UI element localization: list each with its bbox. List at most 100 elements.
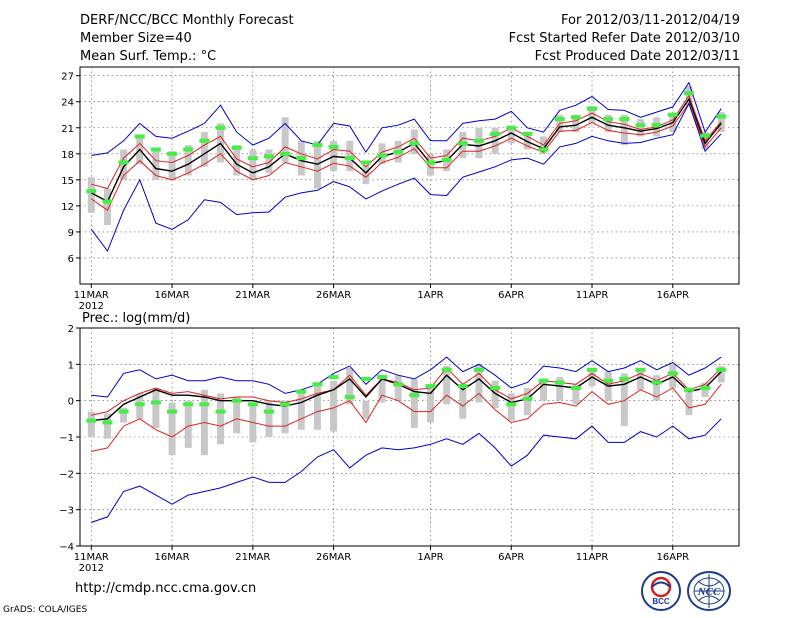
prec-median-marker <box>312 382 323 387</box>
member-size-label: Member Size=40 <box>80 31 192 46</box>
prec-member-range-bar <box>620 373 628 427</box>
prec-member-range-bar <box>394 375 402 401</box>
temp-member-range-bar <box>87 177 95 213</box>
temp-median-marker <box>167 151 178 156</box>
temp-series-spread_lower <box>91 102 722 211</box>
temp-median-marker <box>457 141 468 146</box>
temp-member-range-bar <box>636 119 644 137</box>
prec-median-marker <box>360 376 371 381</box>
source-url: http://cmdp.ncc.cma.gov.cn <box>75 581 257 596</box>
temp-median-marker <box>393 150 404 155</box>
prec-member-range-bar <box>152 387 160 428</box>
prec-median-marker <box>183 402 194 407</box>
prec-ytick-label: −3 <box>59 506 74 517</box>
temp-median-marker <box>570 115 581 120</box>
temp-member-range-bar <box>572 114 580 133</box>
grads-credit: GrADS: COLA/IGES <box>3 605 88 615</box>
temp-member-range-bar <box>362 165 370 185</box>
prec-median-marker <box>716 367 727 372</box>
prec-member-range-bar <box>184 400 192 448</box>
prec-median-marker <box>328 375 339 380</box>
variable-label: Mean Surf. Temp.: °C <box>80 49 217 64</box>
temp-member-range-bar <box>507 126 515 144</box>
prec-xtick-label: 11APR <box>576 552 609 563</box>
forecast-produced-label: Fcst Produced Date 2012/03/11 <box>534 49 740 64</box>
temp-median-marker <box>360 160 371 165</box>
prec-xtick-label: 16MAR <box>154 552 189 563</box>
prec-member-range-bar <box>265 400 273 437</box>
temp-median-marker <box>425 160 436 165</box>
temp-series-min <box>90 102 722 253</box>
temp-median-marker <box>683 91 694 96</box>
prec-series-mean <box>91 371 722 422</box>
prec-xtick-label: 1APR <box>417 552 443 563</box>
prec-member-range-bar <box>330 380 338 432</box>
prec-median-marker <box>554 380 565 385</box>
prec-member-range-bar <box>459 386 467 419</box>
prec-member-range-bar <box>120 407 128 423</box>
temp-median-marker <box>312 143 323 148</box>
prec-member-range-bar <box>217 393 225 445</box>
temp-xtick-label: 16APR <box>657 290 690 301</box>
prec-median-marker <box>134 402 145 407</box>
temp-median-marker <box>247 156 258 161</box>
prec-xtick-label: 21MAR <box>235 552 270 563</box>
temp-plot-frame <box>79 66 740 285</box>
prec-series-spread_upper <box>91 367 722 416</box>
temp-ytick-label: 18 <box>61 150 74 161</box>
prec-median-marker <box>118 409 129 414</box>
prec-median-marker <box>457 384 468 389</box>
prec-ytick-label: 1 <box>68 360 74 371</box>
prec-median-marker <box>86 418 97 423</box>
prec-median-marker <box>344 395 355 400</box>
bcc-logo-text: BCC <box>652 597 670 606</box>
temp-median-marker <box>635 123 646 128</box>
temp-median-marker <box>344 156 355 161</box>
temp-xtick-label: 1APR <box>417 290 443 301</box>
temp-median-marker <box>296 156 307 161</box>
temp-member-range-bar <box>604 114 612 133</box>
bcc-logo: BCC <box>641 571 681 611</box>
prec-series-spread_lower <box>91 383 722 452</box>
prec-member-range-bar <box>362 400 370 419</box>
temp-member-range-bar <box>200 132 208 167</box>
prec-member-range-bar <box>168 402 176 456</box>
temp-ytick-label: 27 <box>61 72 74 83</box>
prec-year-label: 2012 <box>79 563 104 574</box>
temp-median-marker <box>215 125 226 130</box>
prec-median-marker <box>538 378 549 383</box>
prec-member-range-bar <box>491 380 499 408</box>
prec-ytick-label: 2 <box>68 324 74 335</box>
temp-median-marker <box>716 114 727 119</box>
prec-xtick-label: 6APR <box>498 552 524 563</box>
temp-median-marker <box>522 131 533 136</box>
temp-xtick-label: 6APR <box>498 290 524 301</box>
prec-member-range-bar <box>233 397 241 434</box>
prec-series-min <box>91 418 722 523</box>
temp-member-range-bar <box>120 149 128 180</box>
prec-member-range-bar <box>443 366 451 405</box>
temp-year-label: 2012 <box>79 301 104 312</box>
prec-median-marker <box>247 402 258 407</box>
temp-median-marker <box>86 189 97 194</box>
prec-median-marker <box>377 375 388 380</box>
prec-median-marker <box>167 409 178 414</box>
prec-median-marker <box>215 409 226 414</box>
temp-median-marker <box>603 117 614 122</box>
prec-member-range-bar <box>281 400 289 434</box>
prec-median-marker <box>231 398 242 403</box>
prec-member-range-bar <box>669 364 677 388</box>
temp-series-max <box>91 81 722 156</box>
prec-member-range-bar <box>87 411 95 437</box>
temp-member-range-bar <box>426 153 434 176</box>
prec-member-range-bar <box>507 393 515 421</box>
prec-median-marker <box>667 371 678 376</box>
prec-median-marker <box>619 376 630 381</box>
prec-member-range-bar <box>103 413 111 439</box>
temp-median-marker <box>538 147 549 152</box>
temp-ytick-label: 21 <box>61 124 74 135</box>
prec-member-range-bar <box>572 384 580 405</box>
prec-member-range-bar <box>346 367 354 405</box>
prec-xtick-label: 26MAR <box>316 552 351 563</box>
